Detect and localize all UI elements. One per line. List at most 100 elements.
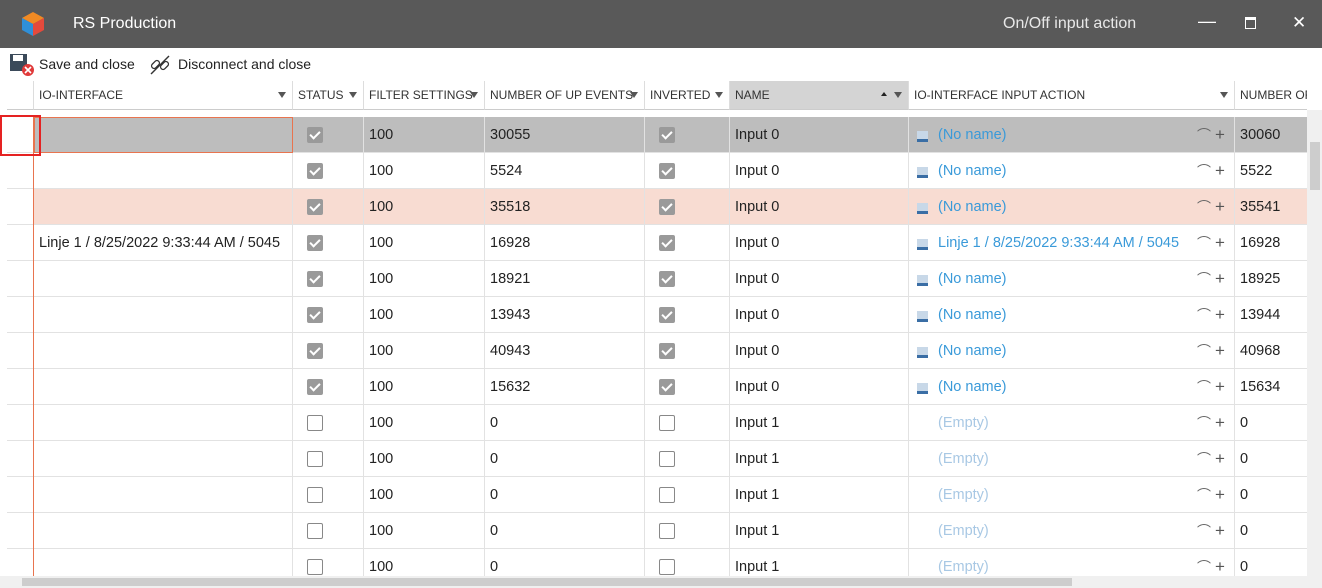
action-link[interactable]: (No name) [938, 127, 1007, 143]
checkbox[interactable] [307, 487, 323, 503]
column-header[interactable]: NUMBER OF UP EVENTS [485, 81, 645, 110]
add-icon[interactable]: + [1215, 197, 1225, 216]
filter-icon[interactable] [349, 92, 357, 98]
checkbox[interactable] [307, 343, 323, 359]
add-icon[interactable]: + [1215, 485, 1225, 504]
add-icon[interactable]: + [1215, 125, 1225, 144]
checkbox[interactable] [659, 307, 675, 323]
action-link[interactable]: (No name) [938, 163, 1007, 179]
grid-cell [645, 405, 730, 441]
column-header[interactable]: IO-INTERFACE INPUT ACTION [909, 81, 1235, 110]
cell-text: 18921 [490, 271, 531, 287]
grid-cell: (No name) ⌒ + [909, 369, 1235, 405]
action-link[interactable]: (Empty) [938, 451, 989, 467]
horizontal-scrollbar[interactable] [0, 576, 1322, 588]
save-close-button[interactable]: Save and close [39, 56, 135, 72]
link-icon[interactable]: ⌒ [1197, 379, 1211, 395]
column-header[interactable]: FILTER SETTINGS [364, 81, 485, 110]
link-icon[interactable]: ⌒ [1197, 127, 1211, 143]
column-header[interactable]: IO-INTERFACE [34, 81, 293, 110]
grid-cell [34, 117, 293, 153]
checkbox[interactable] [307, 415, 323, 431]
checkbox[interactable] [659, 487, 675, 503]
action-link[interactable]: (No name) [938, 307, 1007, 323]
checkbox[interactable] [307, 307, 323, 323]
checkbox[interactable] [659, 127, 675, 143]
add-icon[interactable]: + [1215, 233, 1225, 252]
action-link[interactable]: (No name) [938, 379, 1007, 395]
link-icon[interactable]: ⌒ [1197, 487, 1211, 503]
add-icon[interactable]: + [1215, 305, 1225, 324]
grid-cell: 0 [485, 549, 645, 576]
action-link[interactable]: (No name) [938, 271, 1007, 287]
checkbox[interactable] [307, 451, 323, 467]
checkbox[interactable] [307, 559, 323, 575]
cell-text: 100 [369, 487, 394, 503]
add-icon[interactable]: + [1215, 557, 1225, 576]
checkbox[interactable] [307, 127, 323, 143]
filter-icon[interactable] [894, 92, 902, 98]
add-icon[interactable]: + [1215, 521, 1225, 540]
link-icon[interactable]: ⌒ [1197, 415, 1211, 431]
column-header[interactable]: NAME [730, 81, 909, 110]
checkbox[interactable] [307, 523, 323, 539]
add-icon[interactable]: + [1215, 269, 1225, 288]
link-icon[interactable]: ⌒ [1197, 235, 1211, 251]
add-icon[interactable]: + [1215, 161, 1225, 180]
minimize-button[interactable]: — [1198, 11, 1216, 31]
checkbox[interactable] [307, 199, 323, 215]
grid-cell: 100 [364, 549, 485, 576]
sort-icon[interactable] [881, 92, 887, 96]
close-button[interactable]: ✕ [1292, 13, 1307, 32]
checkbox[interactable] [659, 199, 675, 215]
action-link[interactable]: (Empty) [938, 523, 989, 539]
link-icon[interactable]: ⌒ [1197, 451, 1211, 467]
checkbox[interactable] [307, 379, 323, 395]
link-icon[interactable]: ⌒ [1197, 559, 1211, 575]
checkbox[interactable] [659, 343, 675, 359]
scroll-thumb[interactable] [22, 578, 1072, 586]
checkbox[interactable] [659, 235, 675, 251]
add-icon[interactable]: + [1215, 341, 1225, 360]
link-icon[interactable]: ⌒ [1197, 271, 1211, 287]
link-icon[interactable]: ⌒ [1197, 163, 1211, 179]
checkbox[interactable] [307, 271, 323, 287]
checkbox[interactable] [307, 235, 323, 251]
filter-icon[interactable] [630, 92, 638, 98]
checkbox[interactable] [659, 523, 675, 539]
checkbox[interactable] [659, 379, 675, 395]
add-icon[interactable]: + [1215, 413, 1225, 432]
checkbox[interactable] [659, 163, 675, 179]
action-icon [917, 275, 928, 286]
checkbox[interactable] [659, 451, 675, 467]
checkbox[interactable] [659, 271, 675, 287]
vertical-scrollbar[interactable] [1307, 110, 1322, 576]
maximize-button[interactable] [1245, 17, 1256, 29]
link-icon[interactable]: ⌒ [1197, 199, 1211, 215]
checkbox[interactable] [659, 559, 675, 575]
filter-icon[interactable] [1220, 92, 1228, 98]
add-icon[interactable]: + [1215, 377, 1225, 396]
action-link[interactable]: (No name) [938, 343, 1007, 359]
link-icon[interactable]: ⌒ [1197, 523, 1211, 539]
action-link[interactable]: Linje 1 / 8/25/2022 9:33:44 AM / 5045 [938, 235, 1180, 251]
checkbox[interactable] [659, 415, 675, 431]
row-indicator [7, 153, 34, 189]
column-header[interactable]: NUMBER OF [1235, 81, 1307, 110]
checkbox[interactable] [307, 163, 323, 179]
scroll-thumb[interactable] [1310, 142, 1320, 190]
action-link[interactable]: (Empty) [938, 415, 989, 431]
filter-icon[interactable] [715, 92, 723, 98]
grid-cell: 35518 [485, 189, 645, 225]
action-link[interactable]: (Empty) [938, 559, 989, 575]
column-header[interactable]: INVERTED [645, 81, 730, 110]
action-link[interactable]: (Empty) [938, 487, 989, 503]
filter-icon[interactable] [470, 92, 478, 98]
disconnect-close-button[interactable]: Disconnect and close [178, 56, 312, 72]
link-icon[interactable]: ⌒ [1197, 307, 1211, 323]
filter-icon[interactable] [278, 92, 286, 98]
action-link[interactable]: (No name) [938, 199, 1007, 215]
link-icon[interactable]: ⌒ [1197, 343, 1211, 359]
column-header[interactable]: STATUS [293, 81, 364, 110]
add-icon[interactable]: + [1215, 449, 1225, 468]
